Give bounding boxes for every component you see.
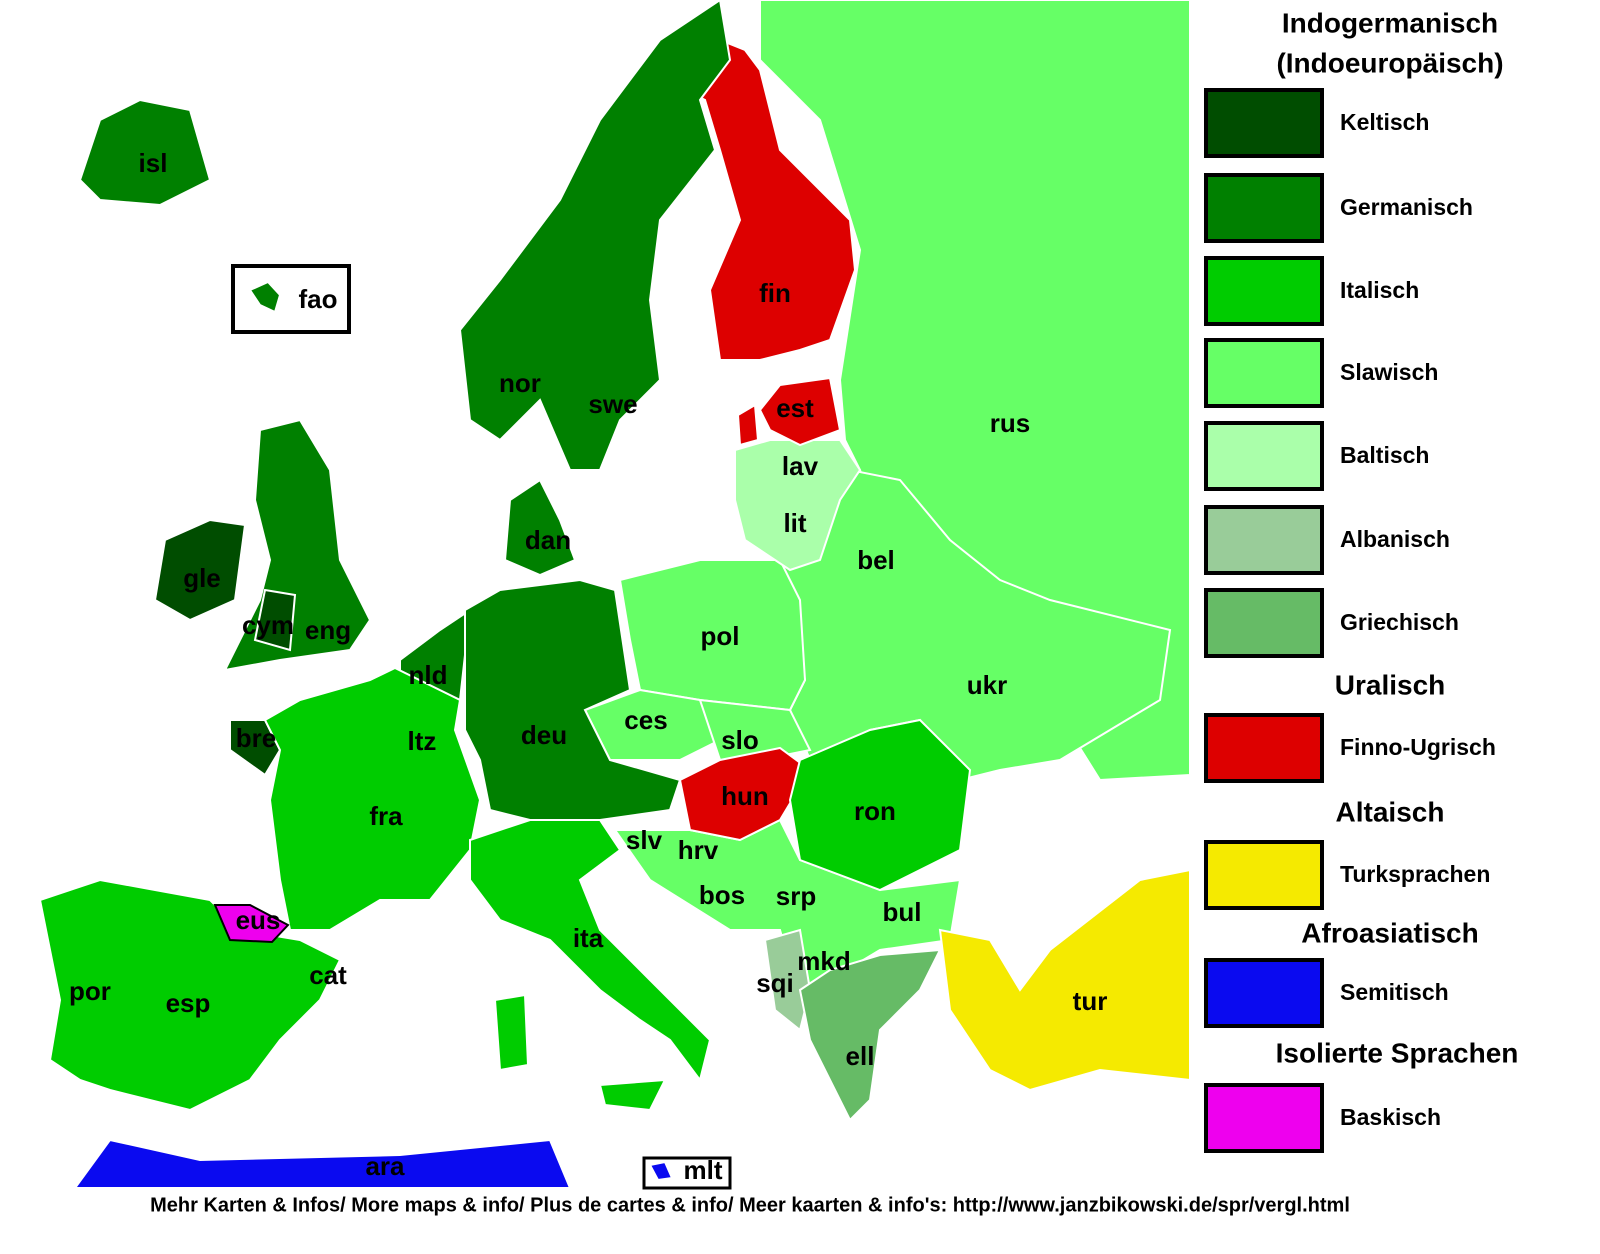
legend-group-title: Isolierte Sprachen — [1276, 1037, 1519, 1068]
map-label: nld — [409, 660, 448, 690]
map-label: deu — [521, 720, 567, 750]
region-pol — [618, 559, 807, 712]
legend-group-subtitle: (Indoeuropäisch) — [1276, 47, 1503, 78]
map-label: hun — [721, 781, 769, 811]
region-eus — [213, 904, 290, 944]
map-label: bre — [236, 723, 276, 753]
region-bre — [229, 719, 282, 777]
map-label: gle — [183, 563, 221, 593]
region-fao-inset — [248, 280, 282, 314]
legend-label: Slawisch — [1340, 359, 1438, 385]
legend-label: Griechisch — [1340, 609, 1459, 635]
region-ara — [73, 1138, 572, 1189]
map-label: esp — [166, 988, 211, 1018]
map-label: mkd — [797, 946, 850, 976]
region-scandinavia — [458, 0, 732, 471]
region-isl — [78, 98, 212, 207]
mlt-inset-frame — [642, 1156, 732, 1190]
legend-label: Baltisch — [1340, 442, 1429, 468]
region-deu — [464, 578, 682, 821]
legend-swatch — [1204, 338, 1324, 408]
legend-group-title: Indogermanisch — [1282, 7, 1498, 38]
footer: Mehr Karten & Infos/ More maps & info/ P… — [150, 1194, 1350, 1216]
region-fra — [263, 666, 482, 931]
map-label: mlt — [684, 1155, 723, 1185]
map-label: swe — [588, 389, 637, 419]
region-ron — [788, 718, 972, 892]
map-label: ell — [846, 1041, 875, 1071]
legend-swatch — [1204, 421, 1324, 491]
legend-swatch — [1204, 173, 1324, 243]
region-est — [736, 376, 842, 447]
map-label: eus — [236, 905, 281, 935]
map-label: slo — [721, 725, 759, 755]
legend-group-title: Afroasiatisch — [1301, 917, 1478, 948]
map-label: ltz — [408, 726, 437, 756]
map-label: cym — [242, 610, 294, 640]
region-tur — [938, 868, 1191, 1092]
map-label: ron — [854, 796, 896, 826]
map-regions — [38, 0, 1191, 1189]
legend-label: Turksprachen — [1340, 861, 1490, 887]
map-label: srp — [776, 881, 816, 911]
map-label: ukr — [967, 670, 1007, 700]
legend-label: Semitisch — [1340, 979, 1449, 1005]
legend-label: Italisch — [1340, 277, 1419, 303]
map-label: ara — [365, 1151, 405, 1181]
legend-label: Finno-Ugrisch — [1340, 734, 1496, 760]
map-label: eng — [305, 615, 351, 645]
map-label: isl — [139, 148, 168, 178]
legend-label: Baskisch — [1340, 1104, 1441, 1130]
region-cym — [253, 588, 297, 652]
map-label: por — [69, 976, 111, 1006]
map-label: bul — [883, 897, 922, 927]
map-label: sqi — [756, 968, 794, 998]
map-label: rus — [990, 408, 1030, 438]
legend-swatch — [1204, 588, 1324, 658]
map-label: lav — [782, 451, 819, 481]
region-gle — [153, 518, 247, 622]
region-mlt-inset — [648, 1160, 674, 1182]
legend-swatch — [1204, 505, 1324, 575]
map-label: est — [776, 393, 814, 423]
map-label: cat — [309, 960, 347, 990]
map-label: ita — [573, 923, 604, 953]
map-label: bel — [857, 545, 895, 575]
region-dan — [503, 478, 577, 577]
map-label: dan — [525, 525, 571, 555]
region-ita — [469, 819, 712, 1112]
legend-swatch — [1204, 713, 1324, 783]
legend-label: Germanisch — [1340, 194, 1473, 220]
legend: Indogermanisch (Indoeuropäisch) Keltisch Ge… — [1204, 7, 1519, 1153]
map-label: pol — [701, 621, 740, 651]
map-label: hrv — [678, 835, 719, 865]
legend-group-title: Uralisch — [1335, 669, 1446, 700]
map-label: fin — [759, 278, 791, 308]
region-fin — [664, 38, 857, 361]
map-label: ces — [624, 705, 667, 735]
legend-swatch — [1204, 88, 1324, 158]
legend-swatch — [1204, 958, 1324, 1028]
map-label: fao — [299, 284, 338, 314]
legend-label: Albanisch — [1340, 526, 1450, 552]
map-label: fra — [369, 801, 403, 831]
legend-group-title: Altaisch — [1336, 796, 1445, 827]
legend-swatch — [1204, 256, 1324, 326]
fao-inset-frame — [231, 264, 351, 334]
map-label: bos — [699, 880, 745, 910]
map-label: tur — [1073, 986, 1108, 1016]
map-label: lit — [783, 508, 806, 538]
map-label: slv — [626, 825, 663, 855]
map-label: nor — [499, 368, 541, 398]
legend-swatch — [1204, 840, 1324, 910]
legend-swatch — [1204, 1083, 1324, 1153]
legend-label: Keltisch — [1340, 109, 1429, 135]
region-ell — [798, 948, 942, 1122]
